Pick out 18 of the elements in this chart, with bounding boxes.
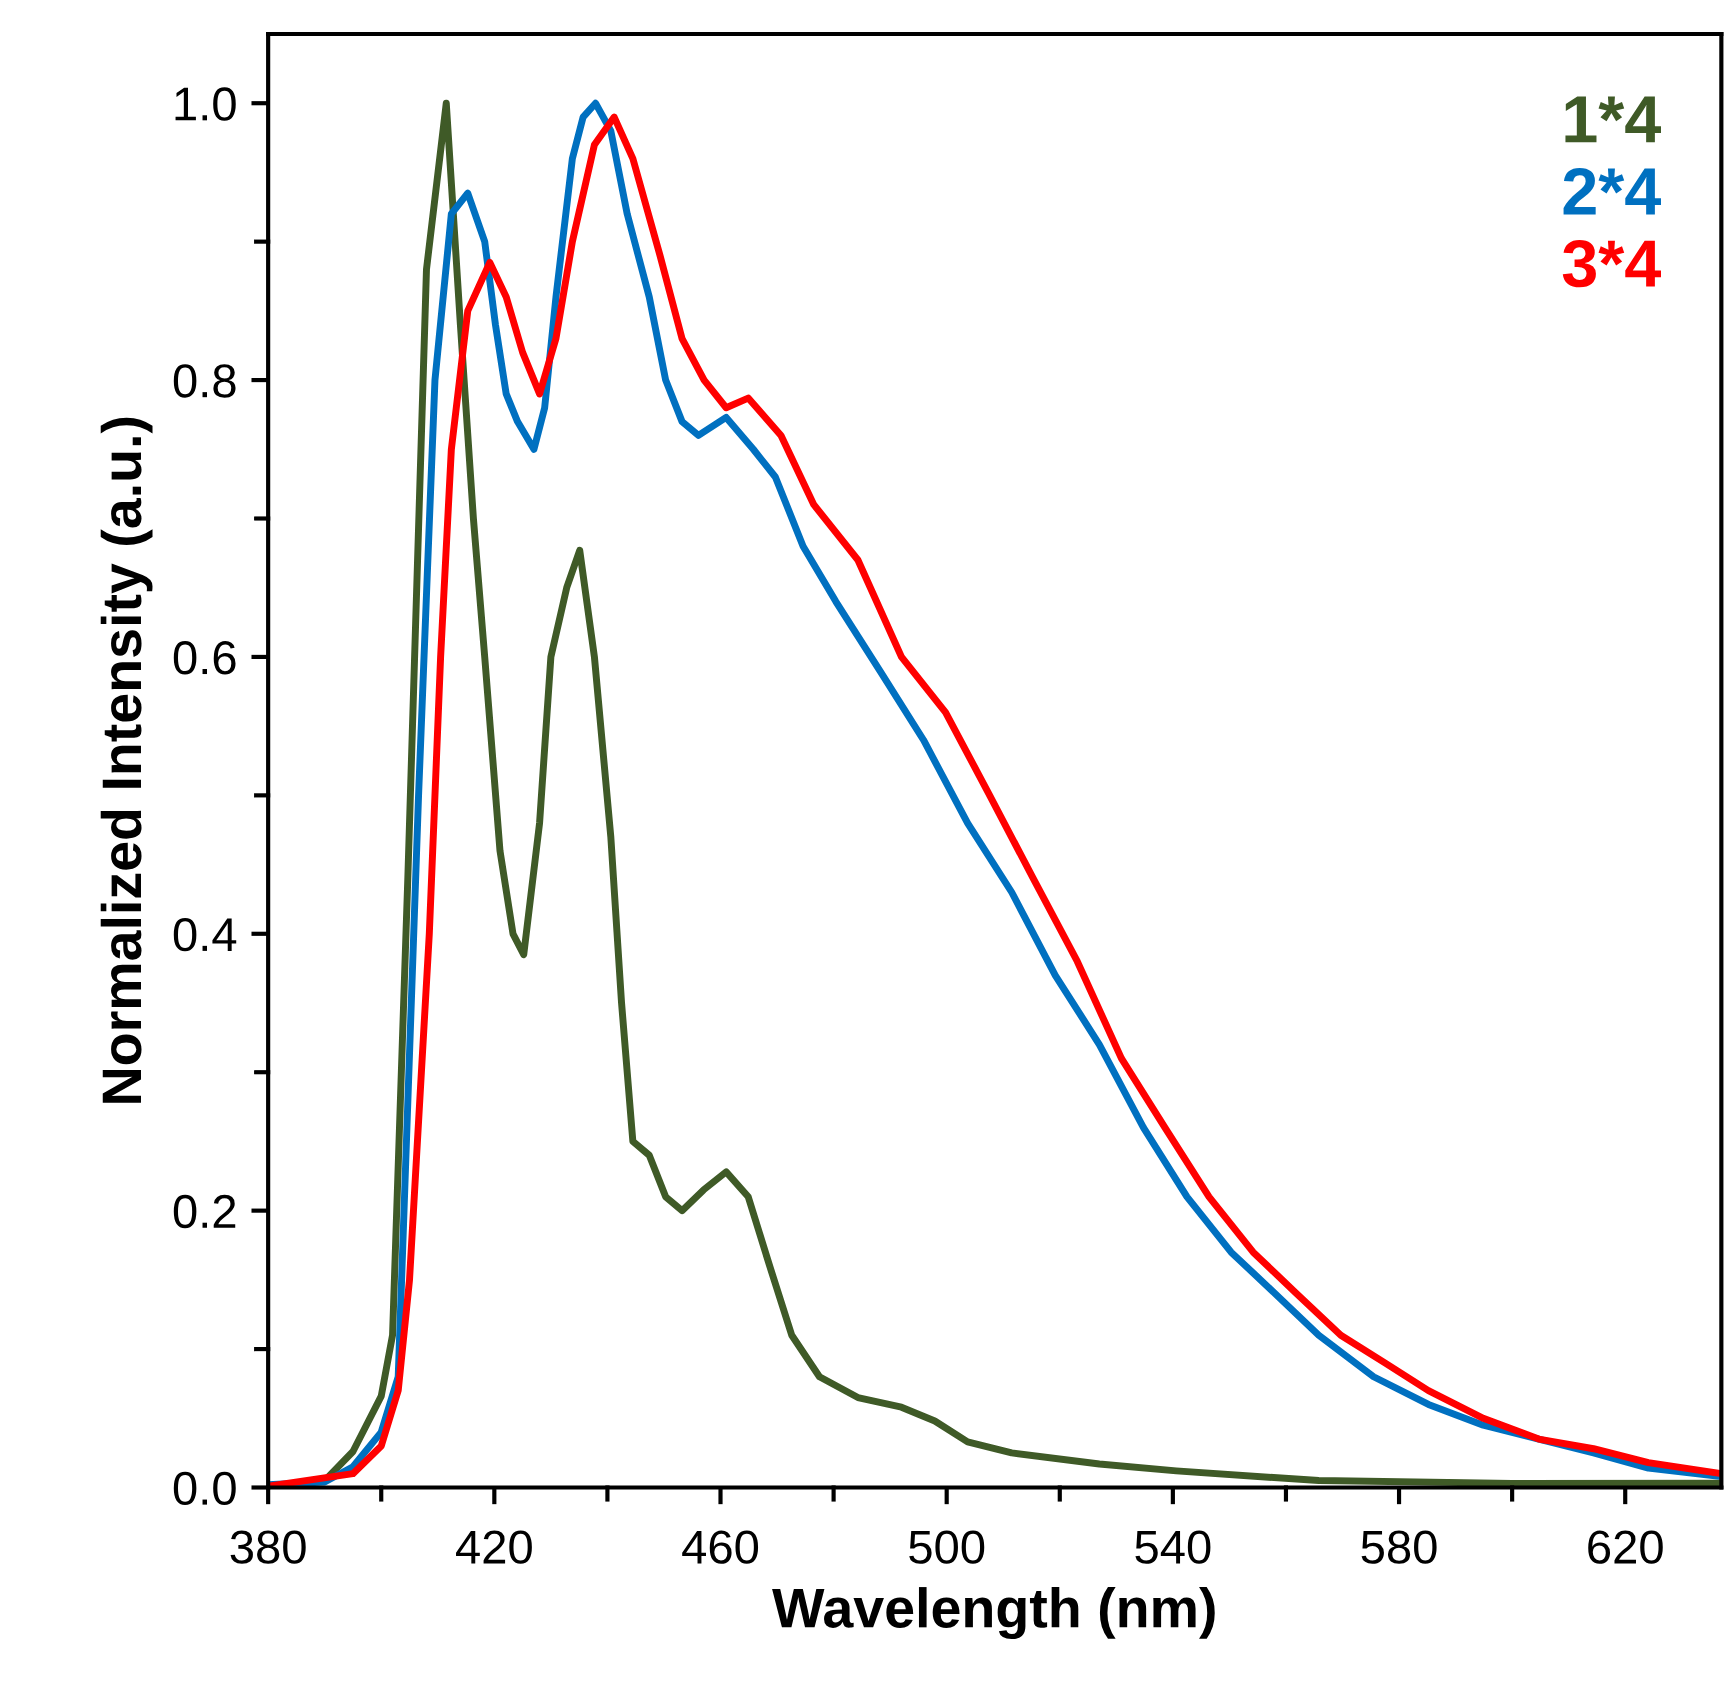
- y-tick-label: 1.0: [175, 87, 236, 121]
- y-tick-label: 0.2: [173, 1194, 236, 1229]
- text: 1*4: [1565, 96, 1661, 143]
- y-tick-label: 0.0: [173, 1471, 236, 1506]
- x-tick-label: 500: [909, 1530, 985, 1564]
- x-tick-label: 380: [230, 1530, 306, 1564]
- x-axis-title: Wavelength (nm): [772, 1587, 1215, 1640]
- text: 2*4: [1563, 167, 1661, 215]
- y-tick-label: 0.4: [173, 917, 237, 952]
- y-tick-label: 0.8: [173, 364, 236, 398]
- y-tick-label: 0.6: [173, 641, 236, 675]
- x-tick-label: 540: [1135, 1530, 1211, 1564]
- y-axis-title: Normalized Intensity (a.u.): [100, 417, 153, 1103]
- x-tick-label: 420: [456, 1530, 532, 1564]
- x-tick-label: 580: [1361, 1530, 1437, 1564]
- text: 3*4: [1562, 240, 1661, 288]
- x-tick-label: 620: [1588, 1530, 1663, 1564]
- x-tick-label: 460: [682, 1530, 759, 1564]
